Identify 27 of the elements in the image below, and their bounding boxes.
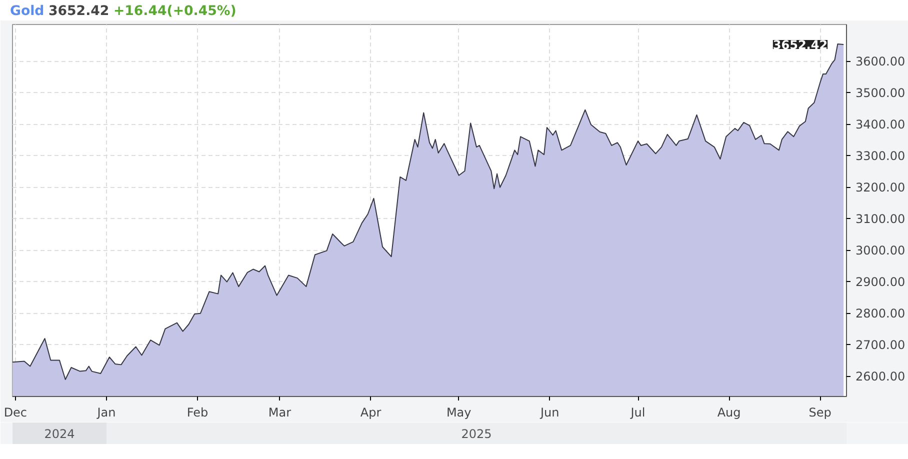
- y-tick-label: 3500.00: [856, 86, 906, 100]
- x-tick-label: May: [446, 406, 472, 420]
- x-tick-label: Feb: [186, 406, 208, 420]
- y-tick-label: 3300.00: [856, 149, 906, 164]
- y-tick-label: 3100.00: [856, 212, 906, 226]
- y-tick-label: 2900.00: [856, 275, 906, 290]
- x-tick-label: Jul: [630, 406, 646, 420]
- y-tick-label: 2800.00: [856, 306, 906, 321]
- y-tick-label: 2700.00: [856, 338, 906, 352]
- y-tick-label: 3600.00: [856, 54, 906, 69]
- text: 2025: [461, 427, 492, 441]
- chart-title: Gold: [10, 4, 44, 19]
- x-tick-label: Apr: [360, 406, 382, 420]
- y-tick-label: 2600.00: [856, 370, 906, 384]
- x-tick-label: Jan: [96, 406, 116, 420]
- x-tick-label: Jun: [540, 406, 560, 420]
- x-tick-label: Aug: [717, 406, 741, 420]
- y-tick-label: 3000.00: [856, 244, 906, 258]
- text: 2024: [44, 427, 75, 441]
- y-tick-label: 3400.00: [856, 118, 906, 132]
- text: +16.44(+0.45%): [113, 4, 236, 19]
- annotation: 3652.42: [772, 38, 828, 52]
- x-tick-label: Dec: [4, 406, 28, 420]
- chart-subtitle: 3652.42: [48, 4, 110, 19]
- x-tick-label: Mar: [268, 406, 292, 420]
- y-tick-label: 3200.00: [856, 180, 906, 195]
- x-tick-label: Sep: [808, 406, 832, 420]
